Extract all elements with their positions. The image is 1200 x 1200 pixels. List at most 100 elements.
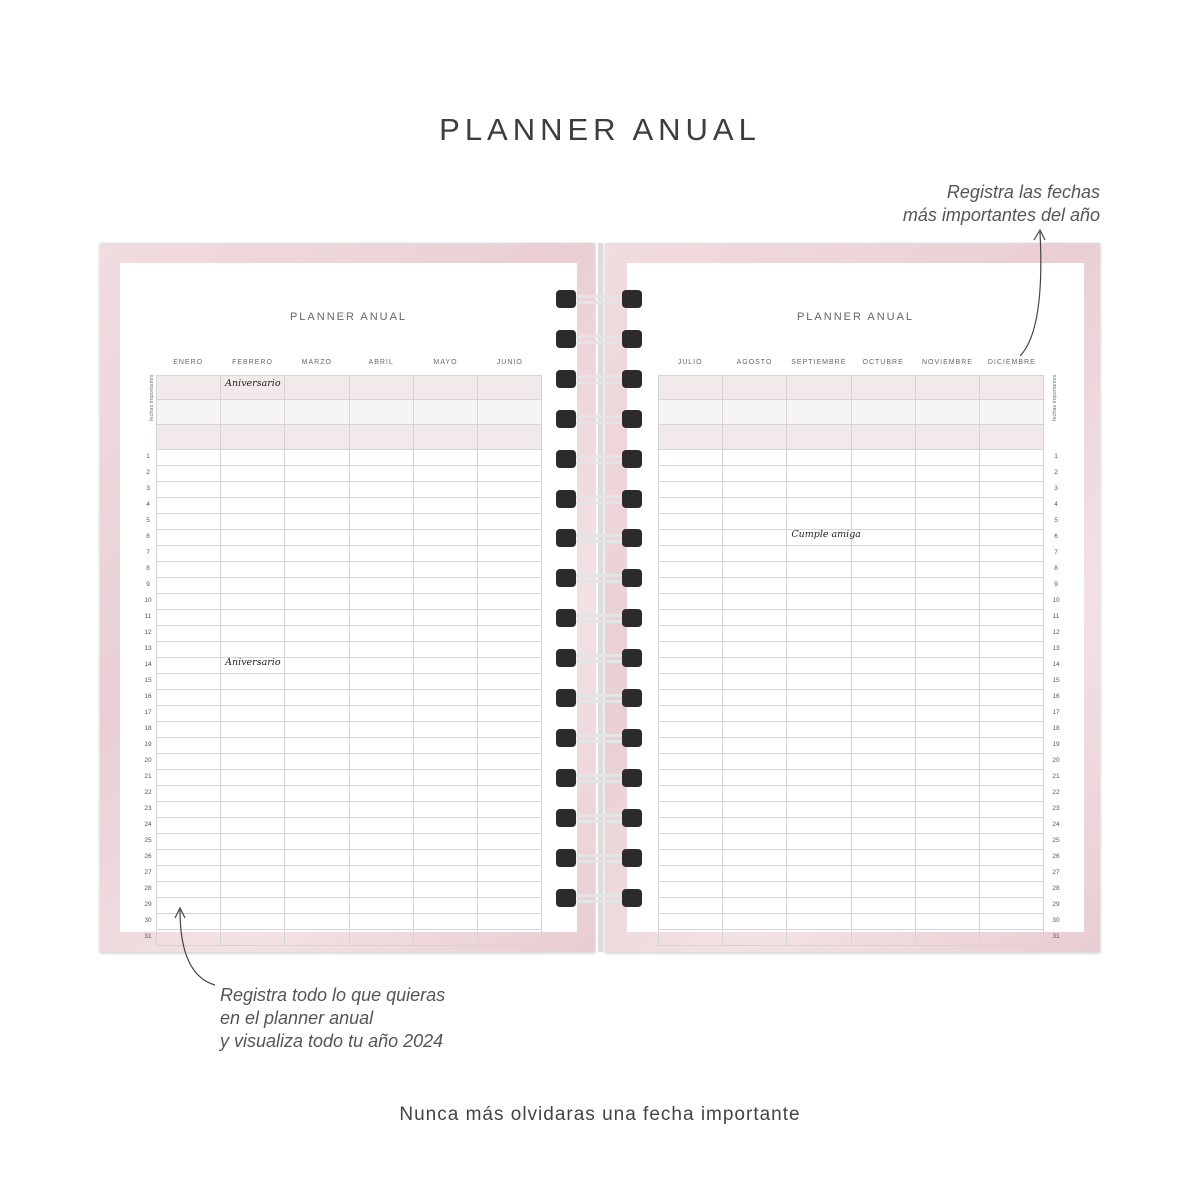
cell[interactable] xyxy=(221,882,286,897)
cell[interactable] xyxy=(156,674,222,689)
cell[interactable] xyxy=(723,450,788,465)
cell[interactable] xyxy=(478,770,543,785)
cell[interactable] xyxy=(156,850,222,865)
cell[interactable] xyxy=(285,850,350,865)
cell[interactable] xyxy=(980,818,1045,833)
cell[interactable] xyxy=(916,482,980,497)
cell[interactable] xyxy=(658,674,724,689)
cell[interactable] xyxy=(221,674,286,689)
cell[interactable] xyxy=(156,450,222,465)
cell[interactable] xyxy=(658,690,724,705)
cell[interactable] xyxy=(723,786,788,801)
cell[interactable] xyxy=(156,530,222,545)
cell[interactable] xyxy=(787,425,852,449)
cell[interactable] xyxy=(851,376,916,399)
cell[interactable] xyxy=(787,690,852,705)
cell[interactable] xyxy=(980,642,1045,657)
cell[interactable] xyxy=(658,578,724,593)
cell[interactable] xyxy=(658,482,724,497)
cell[interactable] xyxy=(852,802,916,817)
cell[interactable] xyxy=(723,754,788,769)
cell[interactable] xyxy=(414,562,478,577)
cell[interactable] xyxy=(916,754,980,769)
cell[interactable] xyxy=(414,626,478,641)
cell[interactable] xyxy=(723,514,788,529)
cell[interactable] xyxy=(478,834,543,849)
cell[interactable] xyxy=(852,498,916,513)
cell[interactable] xyxy=(916,562,980,577)
cell[interactable] xyxy=(156,400,222,424)
cell[interactable] xyxy=(916,834,980,849)
cell[interactable] xyxy=(156,562,222,577)
cell[interactable] xyxy=(852,882,916,897)
cell[interactable] xyxy=(285,425,350,449)
cell[interactable] xyxy=(414,498,478,513)
cell[interactable] xyxy=(852,610,916,625)
cell[interactable] xyxy=(221,400,286,424)
cell[interactable] xyxy=(285,546,350,561)
cell[interactable] xyxy=(787,834,852,849)
cell[interactable] xyxy=(350,786,414,801)
cell[interactable] xyxy=(221,450,286,465)
cell[interactable] xyxy=(787,546,852,561)
cell[interactable] xyxy=(349,376,414,399)
cell[interactable] xyxy=(980,930,1045,945)
cell[interactable] xyxy=(723,690,788,705)
cell[interactable] xyxy=(852,482,916,497)
cell[interactable] xyxy=(285,466,350,481)
cell[interactable] xyxy=(350,802,414,817)
cell[interactable] xyxy=(787,786,852,801)
cell[interactable] xyxy=(221,818,286,833)
cell[interactable] xyxy=(916,882,980,897)
cell[interactable] xyxy=(221,610,286,625)
cell[interactable] xyxy=(350,818,414,833)
cell[interactable] xyxy=(852,674,916,689)
cell[interactable] xyxy=(156,818,222,833)
cell[interactable] xyxy=(723,562,788,577)
cell[interactable] xyxy=(478,898,543,913)
cell[interactable] xyxy=(414,914,478,929)
cell[interactable] xyxy=(658,450,724,465)
cell[interactable] xyxy=(285,482,350,497)
cell[interactable] xyxy=(980,466,1045,481)
cell[interactable] xyxy=(285,626,350,641)
cell[interactable] xyxy=(658,770,724,785)
cell[interactable] xyxy=(852,642,916,657)
cell[interactable] xyxy=(916,866,980,881)
cell[interactable] xyxy=(658,738,724,753)
cell[interactable]: Aniversario xyxy=(221,657,286,673)
cell[interactable] xyxy=(916,770,980,785)
cell[interactable] xyxy=(414,722,478,737)
cell[interactable] xyxy=(414,642,478,657)
cell[interactable] xyxy=(414,770,478,785)
cell[interactable] xyxy=(349,400,414,424)
cell[interactable]: Aniversario xyxy=(221,376,286,399)
cell[interactable] xyxy=(723,466,788,481)
cell[interactable] xyxy=(285,706,350,721)
cell[interactable] xyxy=(156,626,222,641)
cell[interactable] xyxy=(658,866,724,881)
cell[interactable] xyxy=(787,930,852,945)
cell[interactable] xyxy=(916,722,980,737)
cell[interactable] xyxy=(980,690,1045,705)
cell[interactable] xyxy=(478,866,543,881)
cell[interactable] xyxy=(723,818,788,833)
cell[interactable] xyxy=(350,578,414,593)
cell[interactable] xyxy=(916,498,980,513)
cell[interactable] xyxy=(478,802,543,817)
cell[interactable] xyxy=(979,376,1045,399)
cell[interactable] xyxy=(915,400,980,424)
cell[interactable] xyxy=(852,466,916,481)
cell[interactable] xyxy=(916,610,980,625)
cell[interactable] xyxy=(350,770,414,785)
cell[interactable] xyxy=(221,898,286,913)
cell[interactable] xyxy=(156,658,222,673)
cell[interactable] xyxy=(350,930,414,945)
cell[interactable] xyxy=(221,546,286,561)
cell[interactable] xyxy=(852,866,916,881)
cell[interactable] xyxy=(916,466,980,481)
cell[interactable] xyxy=(852,594,916,609)
cell[interactable] xyxy=(916,450,980,465)
cell[interactable] xyxy=(980,498,1045,513)
cell[interactable] xyxy=(350,546,414,561)
